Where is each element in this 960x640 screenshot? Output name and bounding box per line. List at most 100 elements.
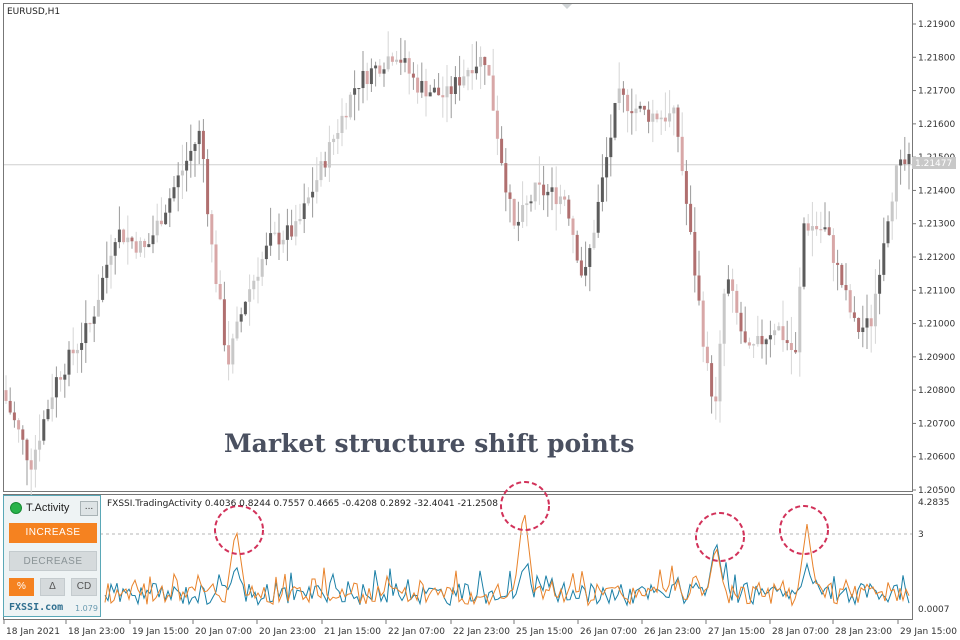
price-axis[interactable]: 1.219001.218001.217001.216001.215001.214… [912,20,955,496]
price-tick-label: 1.21800 [918,53,955,63]
price-tick-label: 1.21400 [918,186,955,196]
time-axis[interactable]: 18 Jan 2021 18 Jan 23:00 19 Jan 15:00 20 Ja… [3,620,957,637]
candle-body [374,65,378,69]
candle-body [222,299,226,346]
candle-body [567,199,571,219]
osc-tick-label: 0.0007 [918,605,950,615]
candle-body [642,105,646,110]
candle-body [789,343,793,350]
candle-body [466,70,470,77]
osc-tick-label: 3 [918,530,924,540]
candle-body [453,77,457,95]
candle-body [768,335,772,340]
candle-body [285,225,289,240]
price-tick-label: 1.20500 [918,486,955,496]
delta-button[interactable]: Δ [40,578,65,596]
candle-body [252,280,256,290]
time-tick-label: 22 Jan 07:00 [388,627,445,637]
candle-body [819,229,823,231]
candle-body [80,343,84,350]
candle-body [319,161,323,181]
candle-body [558,196,562,205]
candle-body [848,290,852,313]
candle-body [248,289,252,302]
candle-body [348,94,352,118]
candle-body [857,317,861,333]
candle-body [668,113,672,122]
time-tick-label: 29 Jan 15:00 [900,627,957,637]
scroll-marker-icon[interactable] [562,4,572,9]
candle-body [50,397,54,410]
candle-body [873,293,877,327]
peak-highlight-circle [779,505,829,555]
candle-body [378,65,382,74]
candle-body [525,203,529,206]
candle-body [579,260,583,276]
candle-body [651,113,655,122]
candle-body [357,88,361,90]
current-price-badge [912,157,956,169]
time-tick-label: 18 Jan 2021 [6,627,60,637]
candle-body [231,338,235,365]
cd-button[interactable]: CD [71,578,97,596]
candle-body [411,73,415,78]
decrease-button[interactable]: DECREASE [9,551,97,571]
candle-body [109,255,113,265]
candle-body [575,234,579,261]
percent-button[interactable]: % [9,578,34,596]
candle-body [12,412,16,421]
candle-body [680,136,684,172]
time-tick-label: 26 Jan 23:00 [644,627,701,637]
candle-body [718,343,722,402]
candle-body [197,130,201,145]
price-tick-label: 1.20600 [918,453,955,463]
candle-body [445,86,449,98]
panel-menu-button[interactable]: ... [80,501,98,516]
candle-body [147,244,151,248]
candle-body [256,276,260,281]
annotation-caption: Market structure shift points [224,429,634,458]
candle-body [458,77,462,86]
panel-title: T.Activity [26,502,70,514]
candle-body [8,400,12,413]
candle-body [42,419,46,441]
candle-body [420,80,424,93]
candle-body [164,212,168,225]
time-tick-label: 22 Jan 23:00 [453,627,510,637]
candle-body [844,285,848,291]
candle-body [726,279,730,294]
candle-body [134,241,138,253]
version-label: 1.079 [75,604,98,613]
price-tick-label: 1.20900 [918,353,955,363]
peak-highlight-circle [214,505,264,555]
candle-body [340,115,344,133]
candle-body [760,335,764,345]
candle-body [407,58,411,74]
candle-body [878,274,882,294]
symbol-title: EURUSD,H1 [7,7,60,17]
candle-body [550,187,554,192]
price-tick-label: 1.21200 [918,253,955,263]
candle-body [294,221,298,237]
time-tick-label: 27 Jan 15:00 [708,627,765,637]
status-dot-icon[interactable] [10,502,22,514]
candle-body [361,70,365,89]
candle-body [747,342,751,346]
candle-body [584,266,588,276]
candle-body [546,191,550,196]
candle-body [311,191,315,198]
price-tick-label: 1.21100 [918,286,955,296]
candle-body [638,105,642,109]
candle-body [861,327,865,333]
time-tick-label: 28 Jan 07:00 [772,627,829,637]
candle-body [689,203,693,232]
candle-body [269,233,273,246]
candle-body [71,349,75,354]
candle-body [437,87,441,96]
peak-highlight-circle [695,512,745,562]
candle-body [399,59,403,63]
candle-body [449,86,453,95]
price-tick-label: 1.21700 [918,87,955,97]
increase-button[interactable]: INCREASE [9,523,97,543]
